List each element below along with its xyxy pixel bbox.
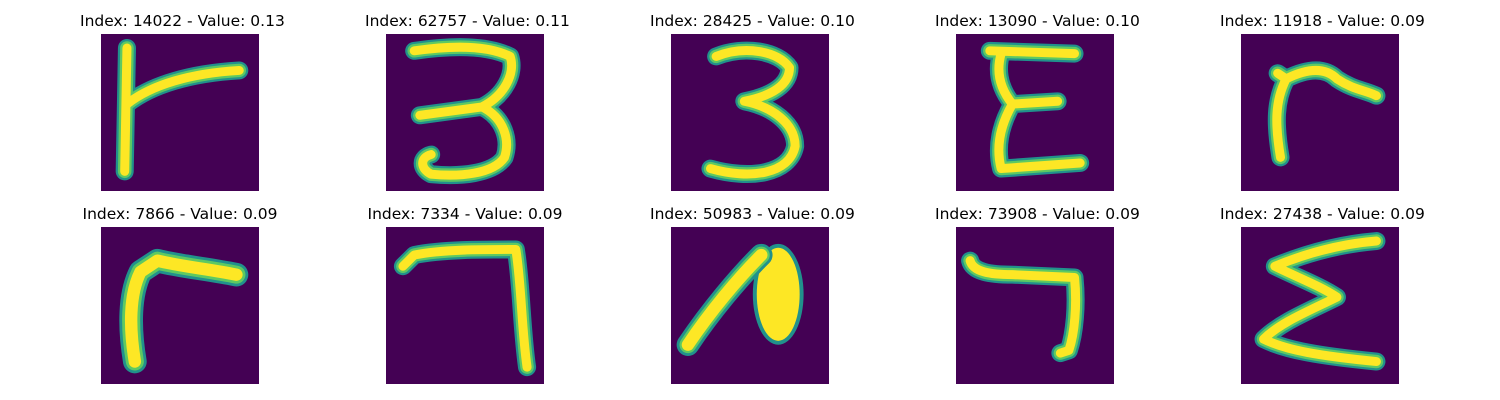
glyph-image: [101, 34, 259, 191]
panel-title: Index: 11918 - Value: 0.09: [1220, 12, 1425, 30]
panel-title: Index: 62757 - Value: 0.11: [365, 12, 570, 30]
glyph-image: [386, 227, 544, 384]
glyph-image: [101, 227, 259, 384]
glyph-image: [1241, 227, 1399, 384]
panel-title: Index: 27438 - Value: 0.09: [1220, 205, 1425, 223]
glyph-image: [1241, 34, 1399, 191]
panel-title: Index: 14022 - Value: 0.13: [80, 12, 285, 30]
panel-title: Index: 50983 - Value: 0.09: [650, 205, 855, 223]
glyph-image: [956, 227, 1114, 384]
glyph-image: [956, 34, 1114, 191]
panel-title: Index: 7866 - Value: 0.09: [82, 205, 278, 223]
panel-title: Index: 28425 - Value: 0.10: [650, 12, 855, 30]
panel-title: Index: 13090 - Value: 0.10: [935, 12, 1140, 30]
panel-title: Index: 7334 - Value: 0.09: [367, 205, 563, 223]
panel-title: Index: 73908 - Value: 0.09: [935, 205, 1140, 223]
glyph-image: [671, 34, 829, 191]
glyph-image: [386, 34, 544, 191]
glyph-image: [671, 227, 829, 384]
